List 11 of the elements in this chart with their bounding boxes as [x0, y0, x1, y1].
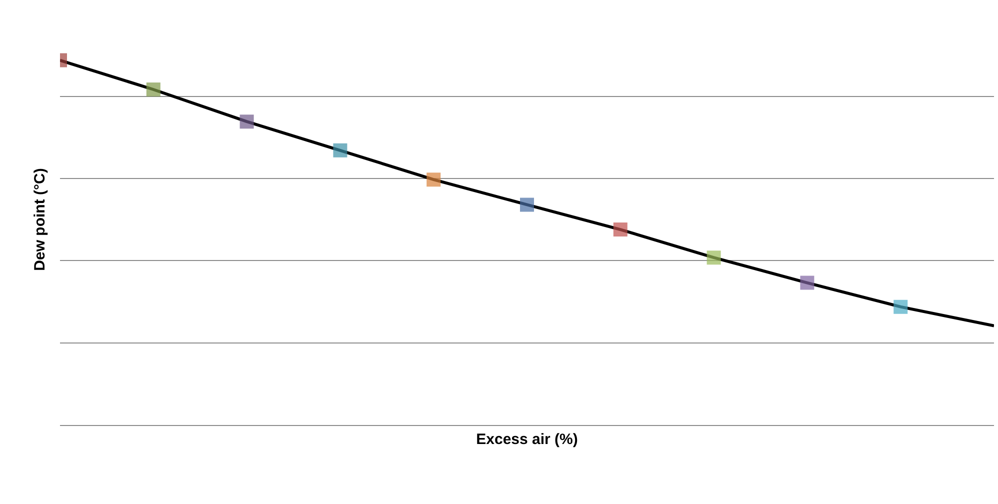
point: [520, 198, 534, 212]
point: [426, 172, 441, 187]
y-axis-title: Dew point (°C): [31, 168, 48, 271]
point: [800, 276, 814, 290]
point: [146, 82, 160, 96]
point: [613, 222, 628, 237]
point: [333, 143, 348, 158]
point: [240, 114, 254, 129]
x-axis-title: Excess air (%): [476, 431, 578, 448]
point: [706, 250, 721, 265]
point: [894, 300, 908, 314]
